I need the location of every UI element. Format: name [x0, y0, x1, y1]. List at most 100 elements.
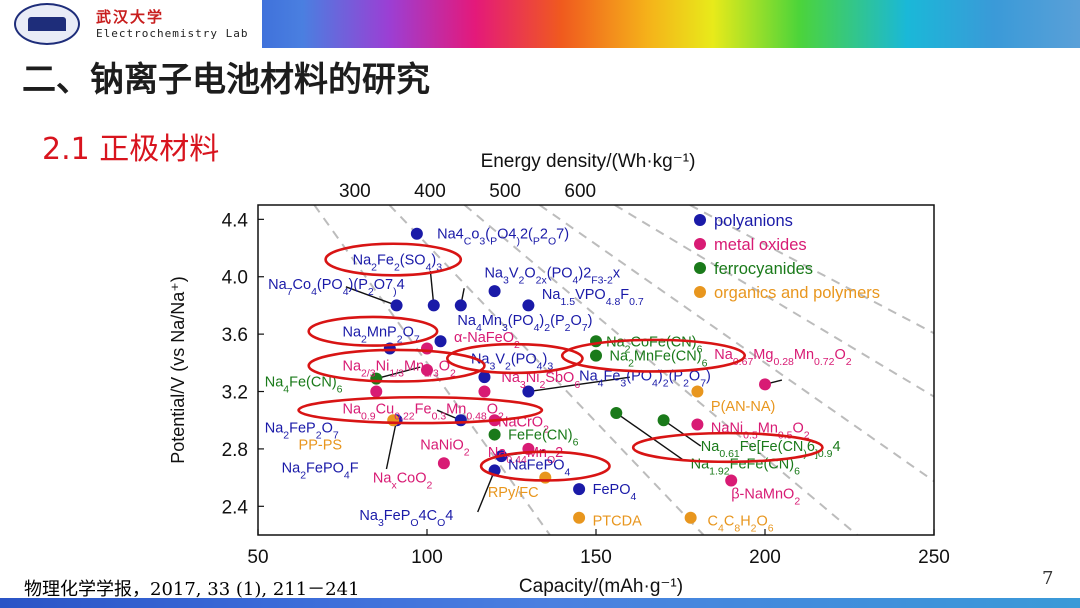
- university-name: 武汉大学: [96, 8, 165, 26]
- highlight-ellipse: [479, 450, 611, 482]
- header-banner: 武汉大学 Electrochemistry Lab: [0, 0, 1080, 48]
- data-point-metal-oxides: [421, 364, 433, 376]
- energy-density-line: [463, 205, 858, 535]
- slide-subtitle: 2.1 正极材料: [42, 132, 220, 167]
- legend-marker-metal-oxides: [694, 238, 706, 250]
- x-tick-label: 200: [749, 547, 781, 568]
- point-label: FePO4: [593, 482, 637, 503]
- x-axis-label: Capacity/(mAh·g⁻¹): [519, 576, 683, 597]
- top-tick-label: 400: [414, 181, 446, 202]
- energy-density-line: [689, 205, 934, 335]
- leader-line: [376, 366, 421, 380]
- leader-line: [663, 419, 702, 447]
- data-point-ferrocyanides: [590, 335, 602, 348]
- page-number: 7: [1042, 568, 1054, 589]
- leader-line: [477, 470, 496, 513]
- highlight-ellipse: [307, 348, 486, 383]
- data-point-polyanions: [427, 299, 440, 312]
- legend-label: organics and polymers: [714, 284, 880, 302]
- y-tick-label: 2.8: [222, 440, 248, 461]
- point-label: RPy/FC: [488, 485, 539, 501]
- y-tick-label: 3.2: [222, 383, 248, 404]
- leader-line: [385, 420, 398, 470]
- highlight-ellipse: [324, 242, 463, 277]
- data-point-polyanions: [573, 483, 586, 496]
- y-tick-label: 3.6: [222, 325, 248, 346]
- data-point-metal-oxides: [691, 418, 704, 431]
- point-label: Na0.67Mg0.28Mn0.72O2: [714, 347, 851, 368]
- point-label: NaNiO2: [420, 438, 470, 459]
- y-axis-label: Potential/V (vs Na/Na⁺): [168, 276, 188, 464]
- point-label: NaxCoO2: [373, 471, 433, 492]
- highlight-ellipse: [631, 431, 824, 464]
- point-label: Na3V2(PO4)3: [471, 352, 553, 373]
- data-point-ferrocyanides: [610, 407, 623, 420]
- energy-density-line: [313, 205, 551, 535]
- x-tick-label: 100: [411, 547, 443, 568]
- point-label: Na3V2O2x(PO4)2F3-2x: [484, 265, 620, 286]
- point-label: Na0.61Fe[Fe(CN)6]0.94: [701, 439, 841, 460]
- x-tick-label: 50: [247, 547, 268, 568]
- point-label: Na2/3Ni1/3Mn2/3O2: [343, 359, 457, 380]
- data-point-metal-oxides: [421, 342, 433, 355]
- highlight-ellipse: [297, 395, 544, 425]
- legend-marker-polyanions: [694, 214, 706, 226]
- highlight-ellipse: [560, 338, 747, 373]
- point-label: Na4Co3(PO4)2(P2O7): [437, 227, 569, 248]
- data-point-polyanions: [390, 299, 403, 312]
- point-label: Na3Ni2SbO6: [501, 370, 580, 391]
- top-tick-label: 600: [564, 181, 596, 202]
- data-point-organics: [691, 385, 704, 398]
- y-tick-label: 2.4: [222, 497, 249, 518]
- point-label: Na1.5VPO4.8F0.7: [542, 287, 644, 308]
- data-point-metal-oxides: [370, 385, 383, 398]
- point-label: Na3FePO4CO4: [359, 508, 453, 529]
- point-label: Na4Fe(CN)6: [265, 374, 343, 395]
- point-label: Na2MnFe(CN)6: [610, 349, 708, 370]
- legend-marker-organics: [694, 286, 706, 298]
- data-point-polyanions: [434, 335, 447, 348]
- point-label: Na0.9Cu0.22Fe0.3Mn0.48O2: [343, 402, 505, 423]
- point-label: PTCDA: [593, 514, 642, 530]
- data-point-polyanions: [522, 385, 535, 398]
- data-point-ferrocyanides: [590, 349, 602, 362]
- point-label: Na2MnP2O7: [343, 324, 420, 345]
- data-point-polyanions: [454, 299, 467, 312]
- data-point-polyanions: [522, 299, 535, 312]
- data-point-ferrocyanides: [488, 428, 501, 441]
- point-label: Na2FePO4F: [282, 461, 359, 482]
- highlight-ellipse: [307, 315, 439, 347]
- data-point-organics: [573, 511, 586, 524]
- point-label: Na2CoFe(CN)6: [606, 334, 702, 355]
- top-tick-label: 500: [489, 181, 521, 202]
- leader-line: [345, 286, 397, 307]
- data-point-organics: [684, 511, 697, 524]
- data-point-metal-oxides: [759, 378, 771, 391]
- x-tick-label: 150: [580, 547, 612, 568]
- point-label: P(AN-NA): [711, 399, 775, 415]
- slide-title: 二、钠离子电池材料的研究: [22, 60, 430, 100]
- point-label: Na4Fe3(PO4)2(P2O7): [579, 369, 711, 390]
- point-label: Na2FeP2O7: [265, 420, 339, 441]
- legend-label: metal oxides: [714, 236, 807, 254]
- point-label: NaFePO4: [508, 458, 570, 479]
- energy-density-line: [614, 205, 934, 398]
- top-tick-label: 300: [339, 181, 371, 202]
- legend-label: ferrocyanides: [714, 260, 813, 278]
- data-point-polyanions: [410, 227, 423, 240]
- point-label: Na2Fe2(SO4)3: [353, 253, 443, 274]
- leader-line: [615, 412, 685, 461]
- point-label: Na7Co4(PO4)(P2O7)4: [268, 277, 405, 298]
- point-label: PP-PS: [299, 438, 343, 454]
- data-point-metal-oxides: [478, 385, 491, 398]
- point-label: Na4Mn3(PO4)2(P2O7): [457, 313, 592, 334]
- point-label: FeFe(CN)6: [508, 428, 578, 449]
- y-tick-label: 4.4: [222, 210, 249, 231]
- lab-name: Electrochemistry Lab: [96, 27, 249, 40]
- point-label: β-NaMnO2: [731, 486, 800, 507]
- data-point-metal-oxides: [437, 457, 450, 470]
- footer-bar: [0, 598, 1080, 608]
- highlight-ellipse: [445, 342, 584, 375]
- data-point-polyanions: [478, 371, 491, 384]
- data-point-polyanions: [488, 285, 501, 298]
